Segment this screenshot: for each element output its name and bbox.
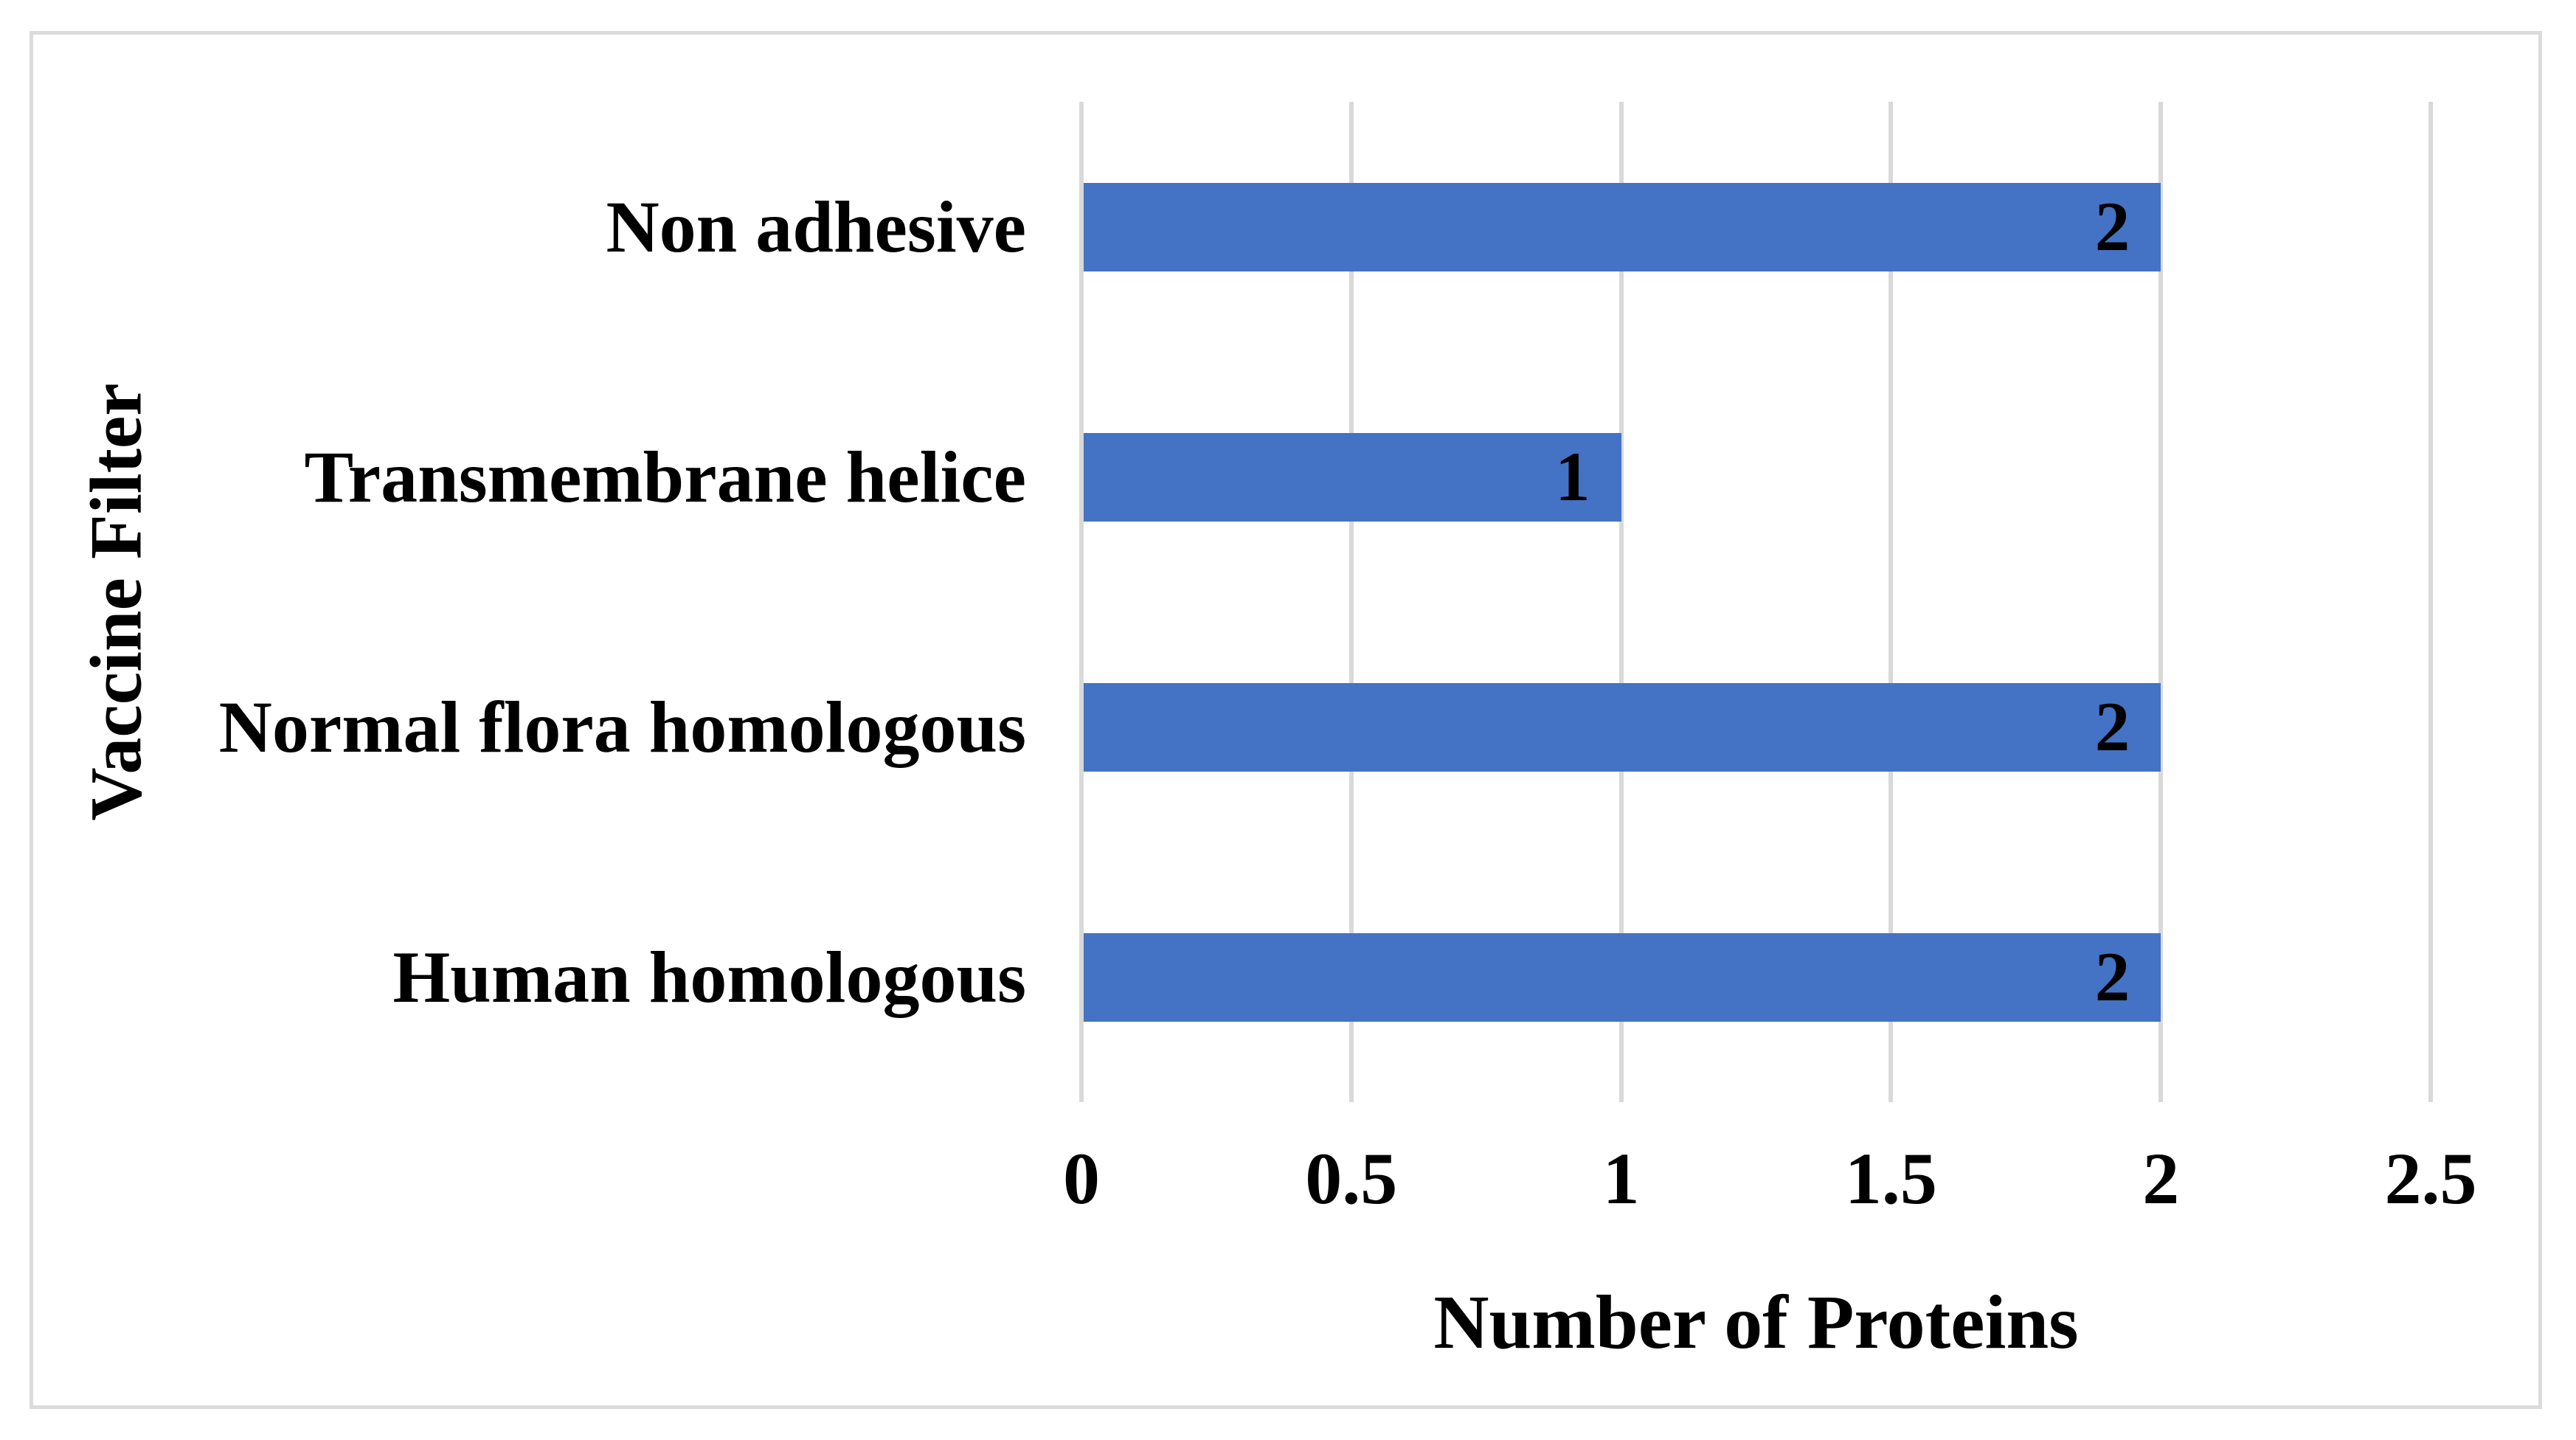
- x-tick-label-1: 1: [1602, 1138, 1640, 1219]
- category-label-3: Human homologous: [392, 935, 1026, 1018]
- x-tick-label-0: 0: [1063, 1138, 1100, 1219]
- bar-1: 1: [1084, 432, 1621, 522]
- gridline-x-0.5: [1348, 102, 1354, 1102]
- bar-value-label-1: 1: [1555, 437, 1590, 516]
- bar-3: 2: [1084, 932, 2161, 1022]
- category-label-2: Normal flora homologous: [218, 685, 1026, 768]
- bar-2: 2: [1084, 682, 2161, 772]
- x-tick-label-2: 2: [2142, 1138, 2180, 1219]
- gridline-x-2: [2158, 102, 2164, 1102]
- category-label-1: Transmembrane helice: [304, 435, 1026, 518]
- x-axis-title: Number of Proteins: [1433, 1280, 2079, 1365]
- gridline-x-0: [1079, 102, 1084, 1102]
- gridline-x-1.5: [1888, 102, 1894, 1102]
- plot-area: 2 1 2 2: [1079, 102, 2433, 1102]
- category-label-0: Non adhesive: [606, 185, 1026, 268]
- x-tick-label-2.5: 2.5: [2384, 1138, 2477, 1219]
- bar-value-label-2: 2: [2094, 688, 2130, 766]
- x-tick-label-0.5: 0.5: [1305, 1138, 1398, 1219]
- gridline-x-2.5: [2428, 102, 2433, 1102]
- x-tick-label-1.5: 1.5: [1844, 1138, 1937, 1219]
- bar-value-label-0: 2: [2094, 187, 2130, 266]
- bar-0: 2: [1084, 182, 2161, 271]
- gridline-x-1: [1618, 102, 1624, 1102]
- bar-value-label-3: 2: [2094, 938, 2130, 1016]
